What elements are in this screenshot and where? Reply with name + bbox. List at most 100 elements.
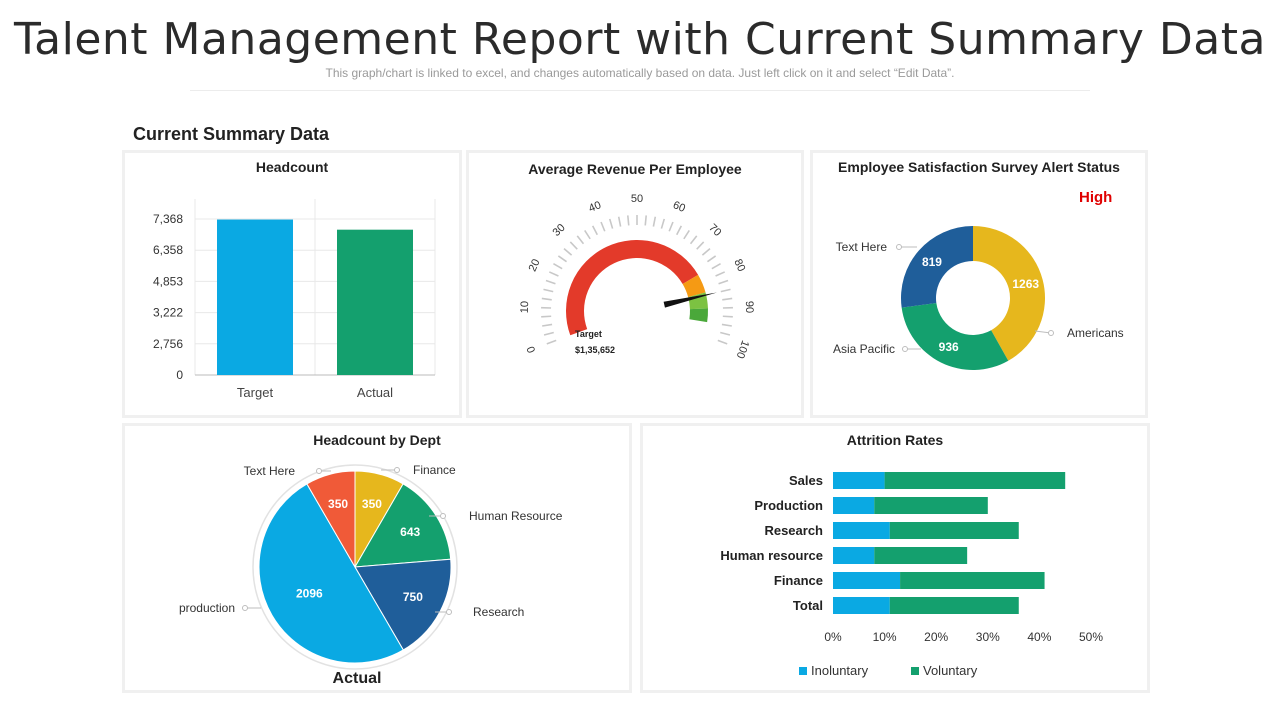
gauge-tick	[546, 339, 557, 345]
gauge-tick-label: 10	[519, 301, 531, 314]
satisfaction-title: Employee Satisfaction Survey Alert Statu…	[838, 159, 1120, 175]
dept-label-production: production	[179, 601, 235, 615]
gauge-tick	[722, 297, 733, 301]
revenue-gauge[interactable]: 0 10 20 30 40 50 60 70 80 90 100 Target $1,35,652	[469, 153, 807, 421]
dept-value: 2096	[296, 587, 323, 601]
gauge-tick	[627, 215, 630, 226]
dept-label-texthere: Text Here	[244, 464, 296, 478]
attrition-bar-voluntary	[884, 472, 1066, 489]
gauge-tick	[600, 221, 606, 232]
gauge-tick	[715, 271, 726, 277]
attrition-bar-involuntary	[833, 522, 890, 539]
satisfaction-label-text-dot	[896, 244, 902, 250]
gauge-tick-label: 70	[706, 222, 723, 239]
gauge-tick	[543, 331, 554, 336]
satisfaction-donut[interactable]: 1263 936 819 Americans Asia Pacific Text Here	[813, 153, 1151, 421]
gauge-tick	[543, 288, 554, 293]
gauge-tick	[717, 339, 728, 345]
gauge-tick	[545, 279, 556, 285]
gauge-tick	[721, 323, 732, 327]
alert-status: High	[1079, 189, 1113, 206]
gauge-tick-label: 80	[731, 257, 747, 273]
headcount-xtick: Actual	[357, 385, 393, 400]
gauge-tick	[660, 218, 666, 229]
headcount-title: Headcount	[255, 159, 329, 175]
attrition-bar-involuntary	[833, 572, 901, 589]
attrition-category: Production	[754, 498, 823, 513]
satisfaction-label-americans-dot	[1048, 330, 1054, 336]
gauge-tick	[548, 271, 559, 277]
satisfaction-slice	[973, 226, 1045, 361]
satisfaction-panel[interactable]: Employee Satisfaction Survey Alert Statu…	[810, 150, 1148, 418]
dept-panel[interactable]: Headcount by Dept Actual 350 643 750 2096 35…	[122, 423, 632, 693]
headcount-ytick: 7,368	[153, 212, 183, 226]
dept-slice	[306, 470, 356, 569]
gauge-tick-label: 30	[551, 222, 568, 239]
headcount-bar-actual	[337, 229, 413, 375]
gauge-band-green	[689, 308, 708, 323]
gauge-tick	[608, 218, 614, 229]
gauge-tick-label: 20	[527, 257, 543, 273]
gauge-tick-label: 0	[525, 344, 538, 354]
attrition-bar-involuntary	[833, 472, 885, 489]
gauge-tick	[644, 215, 647, 226]
satisfaction-value: 819	[922, 255, 942, 269]
dept-value: 350	[328, 497, 348, 511]
satisfaction-slice	[901, 302, 1009, 370]
gauge-tick	[722, 315, 733, 318]
gauge-tick	[689, 235, 698, 245]
header-divider	[190, 90, 1090, 91]
attrition-legend-swatch	[911, 667, 919, 675]
gauge-tick-label: 90	[743, 301, 755, 314]
satisfaction-label-text: Text Here	[836, 240, 888, 254]
revenue-panel[interactable]: Average Revenue Per Employee 0 10 20 30 40 50…	[466, 150, 804, 418]
dept-label-production-dot	[242, 605, 248, 611]
gauge-tick	[668, 221, 674, 232]
attrition-panel[interactable]: Attrition Rates Sales Production Research H…	[640, 423, 1150, 693]
page-subtitle: This graph/chart is linked to excel, and…	[325, 66, 955, 80]
attrition-title: Attrition Rates	[846, 432, 944, 448]
dept-value: 750	[403, 590, 423, 604]
gauge-tick	[720, 331, 731, 336]
gauge-tick	[676, 225, 683, 236]
attrition-category: Total	[793, 598, 823, 613]
gauge-tick	[542, 323, 553, 327]
satisfaction-label-asia: Asia Pacific	[833, 342, 895, 356]
dept-slice	[258, 483, 404, 664]
attrition-bar-involuntary	[833, 597, 890, 614]
attrition-category: Finance	[774, 573, 823, 588]
gauge-tick	[718, 279, 729, 285]
gauge-tick	[652, 216, 657, 227]
headcount-chart[interactable]: 7,368 6,358 4,853 3,222 2,756 0 Target Actual	[125, 153, 465, 421]
satisfaction-label-asia-dot	[902, 346, 908, 352]
gauge-tick	[617, 216, 622, 227]
gauge-tick	[557, 255, 568, 263]
gauge-tick	[541, 297, 552, 301]
dept-label-research: Research	[473, 605, 524, 619]
gauge-tick	[706, 255, 717, 263]
gauge-tick	[576, 235, 585, 245]
section-title: Current Summary Data	[133, 124, 330, 144]
attrition-legend-swatch	[799, 667, 807, 675]
satisfaction-slice	[901, 226, 973, 308]
satisfaction-label-americans: Americans	[1067, 326, 1124, 340]
attrition-category: Research	[764, 523, 823, 538]
gauge-tick	[720, 288, 731, 293]
page-title: Talent Management Report with Current Su…	[14, 14, 1266, 65]
gauge-tick	[569, 241, 578, 250]
gauge-tick-label: 40	[587, 199, 603, 215]
revenue-title: Average Revenue Per Employee	[528, 161, 742, 177]
dept-ring	[252, 464, 458, 670]
attrition-category: Human resource	[720, 548, 823, 563]
gauge-tick	[541, 315, 552, 318]
headcount-bar-target	[217, 219, 293, 375]
dept-pie[interactable]: 350 643 750 2096 350 Finance Human Resource Res…	[125, 426, 635, 696]
attrition-xtick: 0%	[824, 630, 842, 644]
attrition-category: Sales	[789, 473, 823, 488]
gauge-band-lightgreen	[688, 292, 708, 310]
headcount-ytick: 6,358	[153, 243, 183, 257]
dept-value: 350	[362, 497, 382, 511]
attrition-chart[interactable]: Sales Production Research Human resource Fin…	[643, 426, 1153, 696]
dept-label-finance: Finance	[413, 463, 456, 477]
headcount-panel[interactable]: Headcount 7,368 6,358 4,853 3,222 2,756 0 Targ…	[122, 150, 462, 418]
